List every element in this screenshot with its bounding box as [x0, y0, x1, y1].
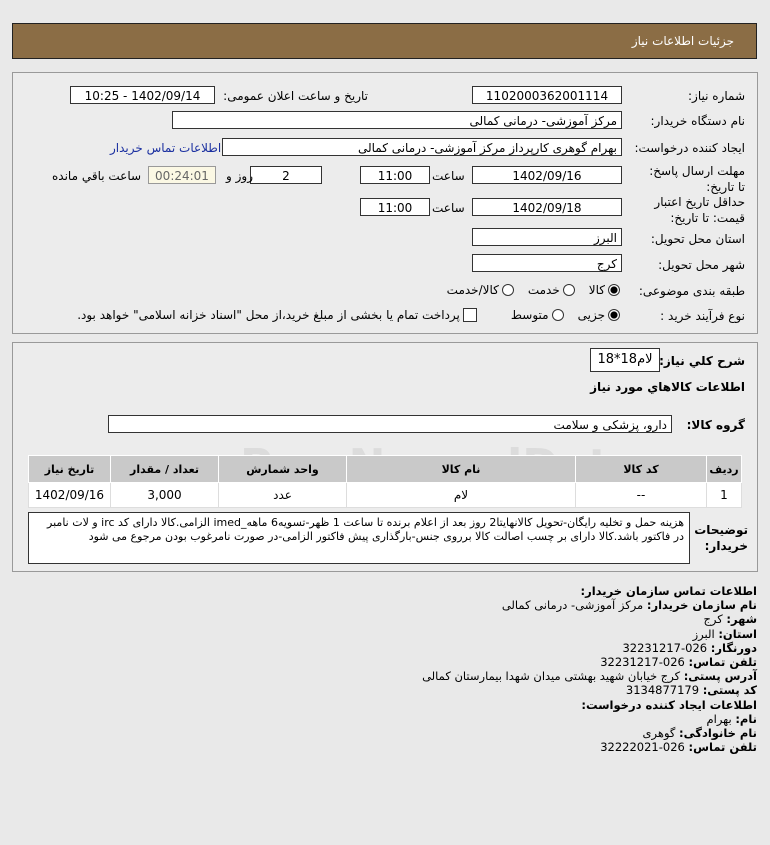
need-number-label: شماره نیاز: [688, 89, 745, 103]
process-option-medium[interactable]: متوسط [511, 308, 564, 322]
name-value: بهرام [706, 711, 732, 726]
validity-time-label: ساعت [432, 201, 465, 215]
creator-title: اطلاعات ایجاد کننده درخواست: [581, 697, 757, 712]
city-value: کرج [703, 612, 723, 627]
reply-time-field[interactable]: 11:00 [360, 166, 430, 184]
process-radio-group: جزیی متوسط پرداخت تمام یا بخشی از مبلغ خ… [77, 308, 620, 322]
validity-label: حداقل تاریخ اعتبار قیمت: تا تاریخ: [654, 195, 745, 225]
page-title: جزئیات اطلاعات نیاز [631, 34, 734, 48]
reply-date-field[interactable]: 1402/09/16 [472, 166, 622, 184]
option-label: کالا [588, 283, 605, 297]
reply-time-label: ساعت [432, 169, 465, 183]
creator-phone-label: تلفن تماس: [688, 740, 757, 755]
summary-field[interactable]: لام18*18 [590, 348, 660, 372]
city-label: شهر: [726, 612, 757, 627]
contact-title: اطلاعات تماس سازمان خریدار: [580, 584, 757, 598]
postal-label: کد پستی: [702, 683, 757, 698]
category-radio-group: کالا خدمت کالا/خدمت [447, 283, 620, 297]
col-qty: تعداد / مقدار [110, 455, 219, 483]
cell-qty: 3,000 [110, 482, 219, 508]
address-value: کرج خیابان شهید بهشتی میدان شهدا بیمارست… [422, 669, 681, 684]
description-label: توضیحات خریدار: [694, 523, 748, 553]
family-label: نام خانوادگی: [679, 726, 757, 741]
goods-group-field[interactable]: دارو، پزشکی و سلامت [108, 415, 672, 433]
option-label: خدمت [527, 283, 560, 297]
announce-field[interactable]: 1402/09/14 - 10:25 [70, 86, 215, 104]
cell-date: 1402/09/16 [28, 482, 111, 508]
creator-label: ایجاد کننده درخواست: [634, 141, 745, 155]
validity-date-field[interactable]: 1402/09/18 [472, 198, 622, 216]
province-value: البرز [692, 626, 715, 641]
family-value: گوهری [642, 726, 676, 741]
phone-value: 026-32231217 [600, 655, 685, 670]
cell-unit: عدد [218, 482, 347, 508]
fax-label: دورنگار: [710, 640, 757, 655]
buyer-description: هزینه حمل و تخلیه رایگان-تحویل کالانهایت… [28, 512, 690, 564]
contact-info: اطلاعات تماس سازمان خریدار: نام سازمان خ… [422, 584, 757, 754]
cell-row: 1 [706, 482, 742, 508]
summary-label: شرح کلي نياز: [659, 354, 745, 368]
option-label: جزیی [577, 308, 605, 322]
address-label: آدرس پستی: [683, 669, 757, 684]
radio-icon[interactable] [551, 309, 564, 321]
table-row: 1 -- لام عدد 3,000 1402/09/16 [28, 482, 742, 508]
category-label: طبقه بندی موضوعی: [638, 284, 745, 298]
need-number-field[interactable]: 1102000362001114 [472, 86, 622, 104]
cell-name: لام [346, 482, 576, 508]
days-label: روز و [226, 169, 253, 183]
buyer-contact-link[interactable]: اطلاعات تماس خریدار [110, 141, 222, 155]
cell-code: -- [575, 482, 707, 508]
phone-label: تلفن تماس: [688, 655, 757, 670]
remaining-label: ساعت باقي مانده [52, 169, 142, 183]
treasury-payment-checkbox[interactable]: پرداخت تمام یا بخشی از مبلغ خرید،از محل … [77, 308, 477, 322]
radio-icon[interactable] [562, 284, 575, 296]
radio-icon[interactable] [501, 284, 514, 296]
category-option-both[interactable]: کالا/خدمت [447, 283, 514, 297]
table-header-row: ردیف کد کالا نام کالا واحد شمارش تعداد /… [28, 455, 742, 483]
province-label: استان محل تحویل: [650, 232, 745, 246]
goods-title: اطلاعات کالاهاي مورد نياز [590, 380, 745, 394]
org-value: مرکز آموزشی- درمانی کمالی [501, 598, 644, 613]
postal-value: 3134877179 [625, 683, 700, 698]
announce-label: تاریخ و ساعت اعلان عمومی: [223, 89, 368, 103]
option-label: کالا/خدمت [446, 283, 499, 297]
goods-group-label: گروه کالا: [686, 418, 745, 432]
category-option-service[interactable]: خدمت [528, 283, 575, 297]
buyer-org-field[interactable]: مرکز آموزشی- درمانی کمالی [172, 111, 622, 129]
org-label: نام سازمان خریدار: [646, 598, 757, 613]
col-date: تاریخ نیاز [28, 455, 111, 483]
category-option-goods[interactable]: کالا [589, 283, 620, 297]
process-option-minor[interactable]: جزیی [578, 308, 620, 322]
col-name: نام کالا [346, 455, 576, 483]
buyer-org-label: نام دستگاه خریدار: [650, 114, 746, 128]
creator-phone-value: 026-32222021 [600, 740, 685, 755]
reply-deadline-label: مهلت ارسال پاسخ: تا تاریخ: [649, 164, 745, 194]
city-label: شهر محل تحویل: [658, 258, 745, 272]
days-field[interactable]: 2 [250, 166, 322, 184]
creator-field[interactable]: بهرام گوهری کارپرداز مرکز آموزشی- درمانی… [222, 138, 622, 156]
page-header: جزئیات اطلاعات نیاز [12, 23, 757, 59]
city-field[interactable]: کرج [472, 254, 622, 272]
remaining-time-field: 00:24:01 [148, 166, 216, 184]
radio-selected-icon[interactable] [608, 284, 620, 296]
province-field[interactable]: البرز [472, 228, 622, 246]
checkbox-icon[interactable] [462, 308, 477, 322]
validity-time-field[interactable]: 11:00 [360, 198, 430, 216]
name-label: نام: [735, 711, 757, 726]
goods-table: ردیف کد کالا نام کالا واحد شمارش تعداد /… [28, 455, 742, 508]
option-label: پرداخت تمام یا بخشی از مبلغ خرید،از محل … [77, 308, 460, 322]
process-label: نوع فرآیند خرید : [660, 309, 745, 323]
col-code: کد کالا [575, 455, 707, 483]
col-unit: واحد شمارش [218, 455, 347, 483]
province-label: استان: [718, 626, 757, 641]
radio-selected-icon[interactable] [608, 309, 620, 321]
option-label: متوسط [510, 308, 549, 322]
col-row: ردیف [706, 455, 742, 483]
fax-value: 026-32231217 [622, 640, 708, 655]
